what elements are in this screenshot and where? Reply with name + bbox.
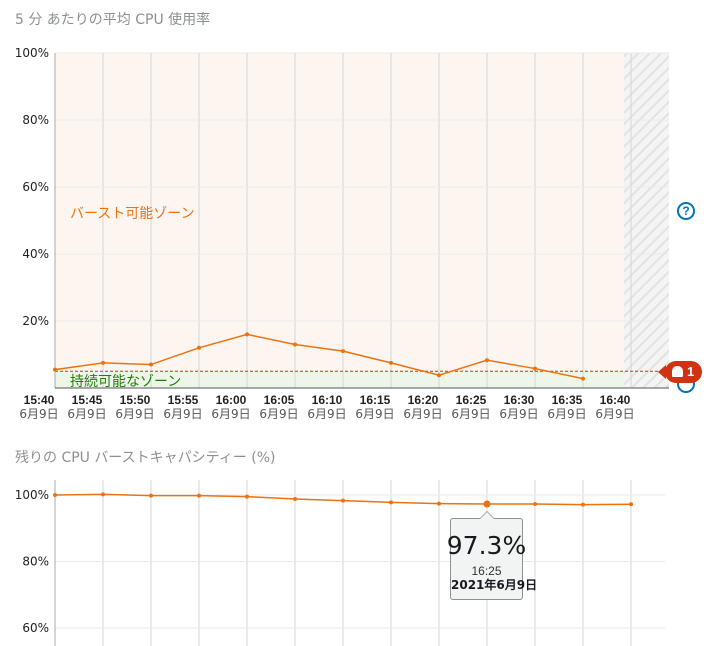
- x-tick-date: 6月9日: [67, 407, 106, 421]
- data-point: [437, 373, 441, 378]
- data-point: [533, 366, 537, 371]
- x-tick-date: 6月9日: [307, 407, 346, 421]
- bell-icon: [672, 366, 683, 377]
- data-point: [581, 376, 585, 381]
- data-point: [389, 360, 393, 365]
- x-tick-time: 16:35: [552, 393, 583, 407]
- sustain-zone-label: 持続可能なゾーン: [70, 373, 181, 390]
- tooltip-value: 97.3%: [446, 531, 527, 560]
- x-tick-date: 6月9日: [547, 407, 586, 421]
- cpu-usage-chart: 100%80%60%40%20%バースト可能ゾーン持続可能なゾーン15:406月…: [15, 46, 669, 421]
- data-point: [197, 493, 201, 498]
- data-point: [341, 349, 345, 354]
- data-point: [293, 342, 297, 347]
- burst-zone: [55, 53, 624, 372]
- highlighted-data-point: [483, 500, 491, 508]
- data-point-tooltip: 97.3% 16:25 2021年6月9日: [447, 511, 538, 600]
- data-point: [53, 367, 57, 372]
- tooltip-time: 16:25: [471, 564, 502, 578]
- sustain-zone: [55, 371, 624, 388]
- burst-capacity-chart-title: 残りの CPU バーストキャパシティー (%): [15, 450, 276, 466]
- x-tick-time: 16:30: [504, 393, 535, 407]
- x-tick-date: 6月9日: [211, 407, 250, 421]
- x-tick-time: 15:40: [24, 393, 55, 407]
- burst-zone-label: バースト可能ゾーン: [70, 206, 195, 222]
- data-point: [101, 360, 105, 365]
- x-tick-time: 16:10: [312, 393, 343, 407]
- y-tick-label: 100%: [15, 46, 49, 60]
- y-tick-label: 60%: [22, 180, 49, 194]
- cpu-usage-chart-title: 5 分 あたりの平均 CPU 使用率: [15, 12, 211, 28]
- alarm-count: 1: [687, 364, 695, 379]
- series-line: [54, 333, 584, 380]
- data-point: [389, 500, 393, 505]
- data-point: [53, 493, 57, 497]
- data-point: [293, 496, 297, 501]
- x-tick-date: 6月9日: [451, 407, 490, 421]
- x-tick-date: 6月9日: [115, 407, 154, 421]
- x-tick-time: 15:50: [120, 393, 151, 407]
- data-point: [437, 501, 441, 506]
- x-tick-date: 6月9日: [595, 407, 634, 421]
- y-tick-label: 40%: [22, 247, 49, 261]
- x-tick-time: 16:00: [216, 393, 247, 407]
- x-tick-time: 16:40: [600, 393, 631, 407]
- x-tick-time: 15:55: [168, 393, 199, 407]
- x-tick-date: 6月9日: [163, 407, 202, 421]
- data-point: [149, 493, 153, 498]
- x-tick-date: 6月9日: [259, 407, 298, 421]
- y-tick-label: 60%: [22, 621, 49, 635]
- x-tick-date: 6月9日: [499, 407, 538, 421]
- x-tick-time: 16:15: [360, 393, 391, 407]
- alarm-badge[interactable]: 1: [658, 361, 702, 383]
- y-tick-label: 20%: [22, 314, 49, 328]
- x-tick-date: 6月9日: [355, 407, 394, 421]
- x-tick-time: 15:45: [72, 393, 103, 407]
- x-tick-date: 6月9日: [403, 407, 442, 421]
- y-tick-label: 100%: [15, 488, 49, 502]
- data-point: [197, 345, 201, 350]
- x-tick-time: 16:20: [408, 393, 439, 407]
- data-point: [581, 502, 585, 507]
- data-point: [533, 501, 537, 506]
- data-point: [101, 492, 105, 497]
- y-tick-label: 80%: [22, 555, 49, 569]
- data-point: [629, 502, 633, 507]
- data-point: [245, 494, 249, 499]
- help-icon[interactable]: ?: [677, 202, 695, 220]
- x-tick-time: 16:05: [264, 393, 295, 407]
- data-point: [245, 332, 249, 337]
- data-point: [149, 362, 153, 367]
- data-point: [341, 498, 345, 503]
- y-tick-label: 80%: [22, 113, 49, 127]
- x-tick-time: 16:25: [456, 393, 487, 407]
- tooltip-date: 2021年6月9日: [451, 578, 538, 592]
- x-tick-date: 6月9日: [19, 407, 58, 421]
- data-point: [485, 358, 489, 363]
